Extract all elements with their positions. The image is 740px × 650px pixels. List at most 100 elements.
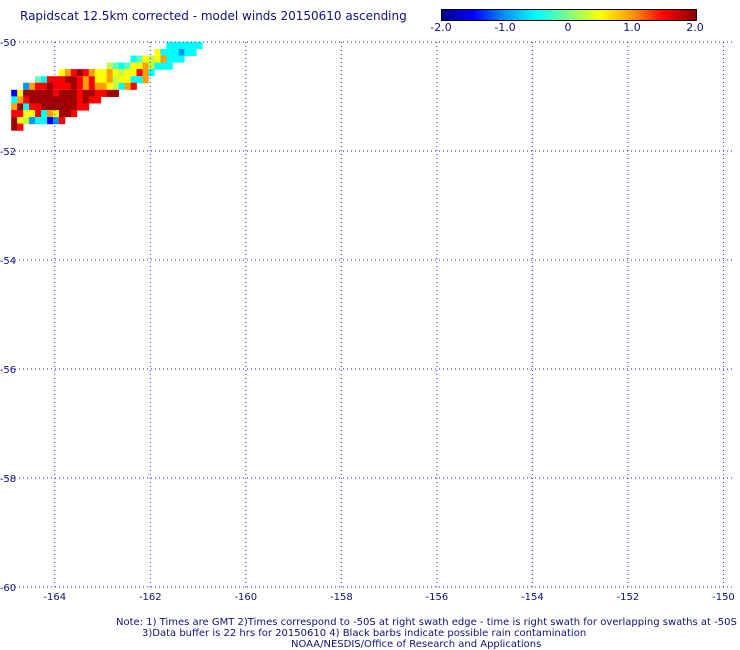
heatmap-cell [64,89,72,97]
heatmap-cell [100,89,108,97]
heatmap-cell [52,96,60,104]
heatmap-cell [29,103,36,111]
chart-title: Rapidscat 12.5km corrected - model winds… [20,9,407,23]
heatmap-cell [112,76,119,84]
heatmap-cell [11,123,18,131]
heatmap-cell [148,55,155,63]
y-tick-label: -58 [0,474,16,485]
heatmap-cell [142,62,149,70]
heatmap-cell [76,96,84,104]
heatmap-cell [172,48,179,57]
heatmap-cell [41,96,48,104]
heatmap-cell [70,69,78,77]
heatmap-cell [100,82,108,90]
y-tick-label: -52 [0,147,16,158]
heatmap-cell [142,76,149,84]
heatmap-cell [82,82,90,90]
heatmap-cell [17,123,24,131]
heatmap-cell [70,82,78,90]
heatmap-cell [41,89,48,97]
heatmap-cell [41,117,48,125]
heatmap-cell [142,55,149,63]
heatmap-cell [17,109,24,118]
heatmap-cell [112,89,119,97]
heatmap-cell [23,82,30,90]
heatmap-cell [64,96,72,104]
heatmap-cell [154,48,161,57]
heatmap-cell [58,109,66,118]
heatmap-cell [106,76,113,84]
heatmap-cell [178,55,185,63]
x-tick-label: -158 [330,592,353,603]
heatmap-cell [112,82,119,90]
colorbar: -2.0 -1.0 0 1.0 2.0 [430,9,704,49]
heatmap-cell [17,96,24,104]
y-tick-label: -54 [0,256,16,267]
heatmap-cell [64,82,72,90]
heatmap-cell [47,82,54,90]
heatmap-cell [130,82,137,90]
heatmap-cell [82,89,90,97]
heatmap-cell [58,69,66,77]
heatmap-cell [29,89,36,97]
heatmap-cell [52,89,60,97]
heatmap-cell [52,76,60,84]
x-tick-label: -156 [426,592,449,603]
heatmap-cell [23,117,30,125]
heatmap-cell [130,55,137,63]
colorbar-tick-label: 1.0 [623,21,641,34]
heatmap-cell [23,109,30,118]
heatmap-cell [17,89,24,97]
heatmap-cell [29,117,36,125]
axis-tick-labels: -164 -162 -160 -158 -156 -154 -152 -150 -50 -52 -5… [0,38,735,603]
heatmap-cell [11,96,18,104]
heatmap-cell [88,82,96,90]
heatmap-cell [190,48,197,57]
colorbar-tick-label: 0 [564,21,572,34]
heatmap-cell [106,69,113,77]
colorbar-gradient [441,9,697,21]
heatmap-cell [47,117,54,125]
heatmap-cell [41,103,48,111]
heatmap-cell [47,109,54,118]
heatmap-cell [52,117,60,125]
heatmap-cell [11,89,18,97]
heatmap-cell [148,69,155,77]
heatmap-cell [160,62,167,70]
heatmap-cell [58,89,66,97]
colorbar-tick-label: 2.0 [686,21,704,34]
colorbar-tick-label: -1.0 [494,21,516,34]
heatmap-cell [166,41,173,49]
note-line-3: NOAA/NESDIS/Office of Research and Appli… [291,639,542,650]
heatmap-cell [142,69,149,77]
heatmap-cell [58,96,66,104]
heatmap-cell [17,117,24,125]
heatmap-cell [35,82,42,90]
y-tick-label: -56 [0,365,16,376]
heatmap-cells [11,41,203,131]
heatmap-cell [52,103,60,111]
heatmap-cell [70,109,78,118]
heatmap-cell [100,76,108,84]
heatmap-cell [82,69,90,77]
x-tick-label: -160 [234,592,257,603]
heatmap-cell [35,103,42,111]
heatmap-cell [94,76,102,84]
heatmap-cell [124,82,131,90]
heatmap-cell [94,69,102,77]
heatmap-cell [23,89,30,97]
heatmap-cell [47,89,54,97]
heatmap-cell [136,76,143,84]
heatmap-cell [64,69,72,77]
heatmap-cell [130,76,137,84]
heatmap-cell [58,76,66,84]
heatmap-cell [82,96,90,104]
heatmap-cell [172,55,179,63]
heatmap-cell [184,48,191,57]
heatmap-cell [124,69,131,77]
heatmap-cell [178,48,185,57]
heatmap-cell [23,96,30,104]
heatmap-cell [166,62,173,70]
heatmap-cell [76,103,84,111]
